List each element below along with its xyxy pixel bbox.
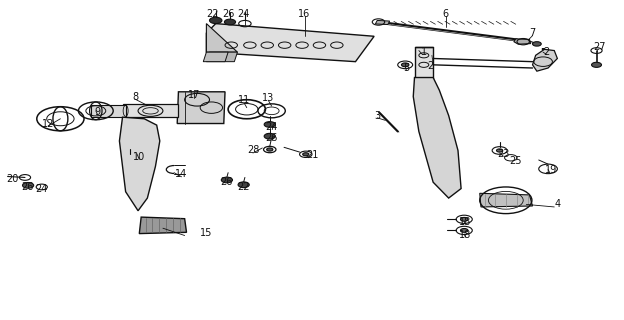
Text: 6: 6: [442, 9, 449, 19]
Polygon shape: [207, 24, 238, 52]
Polygon shape: [122, 105, 178, 117]
Polygon shape: [207, 24, 374, 62]
Text: 18: 18: [459, 229, 472, 240]
Polygon shape: [414, 47, 433, 77]
Circle shape: [592, 62, 602, 68]
Text: 14: 14: [175, 169, 188, 179]
Text: 26: 26: [222, 9, 235, 19]
Circle shape: [532, 42, 541, 46]
Circle shape: [264, 133, 275, 139]
Text: 22: 22: [207, 9, 219, 19]
Text: 12: 12: [42, 118, 54, 129]
Text: 1: 1: [421, 47, 427, 57]
Circle shape: [222, 177, 233, 183]
Polygon shape: [139, 217, 187, 234]
Text: 2: 2: [427, 61, 433, 71]
Text: 11: 11: [238, 95, 250, 105]
Circle shape: [238, 182, 249, 188]
Text: 25: 25: [510, 156, 522, 166]
Text: 24: 24: [265, 122, 278, 132]
Text: 13: 13: [262, 93, 275, 103]
Text: 28: 28: [247, 146, 259, 156]
Circle shape: [225, 19, 236, 25]
Text: 22: 22: [237, 182, 250, 192]
Polygon shape: [92, 105, 125, 116]
Polygon shape: [177, 92, 225, 124]
Text: 17: 17: [188, 90, 200, 100]
Text: 15: 15: [200, 228, 213, 238]
Text: 7: 7: [529, 28, 535, 38]
Text: 20: 20: [6, 174, 19, 184]
Text: 9: 9: [95, 108, 100, 117]
Text: 27: 27: [593, 42, 606, 52]
Text: 23: 23: [497, 149, 510, 159]
Circle shape: [210, 17, 222, 24]
Circle shape: [266, 148, 273, 151]
Text: 19: 19: [545, 164, 557, 174]
Text: 3: 3: [374, 111, 380, 121]
Polygon shape: [376, 20, 389, 25]
Text: 26: 26: [265, 133, 278, 143]
Circle shape: [22, 182, 34, 188]
Text: 18: 18: [459, 217, 472, 227]
Polygon shape: [514, 39, 530, 44]
Text: 8: 8: [132, 92, 138, 101]
Polygon shape: [413, 77, 461, 198]
Polygon shape: [119, 117, 160, 211]
Text: 26: 26: [21, 182, 34, 192]
Polygon shape: [532, 49, 557, 71]
Polygon shape: [203, 52, 228, 62]
Text: 26: 26: [220, 177, 233, 187]
Text: 21: 21: [306, 150, 318, 160]
Polygon shape: [207, 52, 238, 62]
Text: 24: 24: [238, 9, 250, 19]
Text: 24: 24: [36, 184, 48, 194]
Text: 10: 10: [133, 152, 145, 162]
Circle shape: [264, 122, 275, 127]
Circle shape: [461, 228, 468, 232]
Text: 5: 5: [403, 63, 409, 73]
Circle shape: [401, 63, 409, 67]
Text: 4: 4: [554, 199, 560, 209]
Circle shape: [303, 153, 309, 156]
Text: 2: 2: [544, 47, 550, 57]
Text: 16: 16: [298, 9, 311, 19]
Circle shape: [461, 217, 468, 221]
Circle shape: [497, 149, 503, 152]
Polygon shape: [480, 193, 532, 207]
